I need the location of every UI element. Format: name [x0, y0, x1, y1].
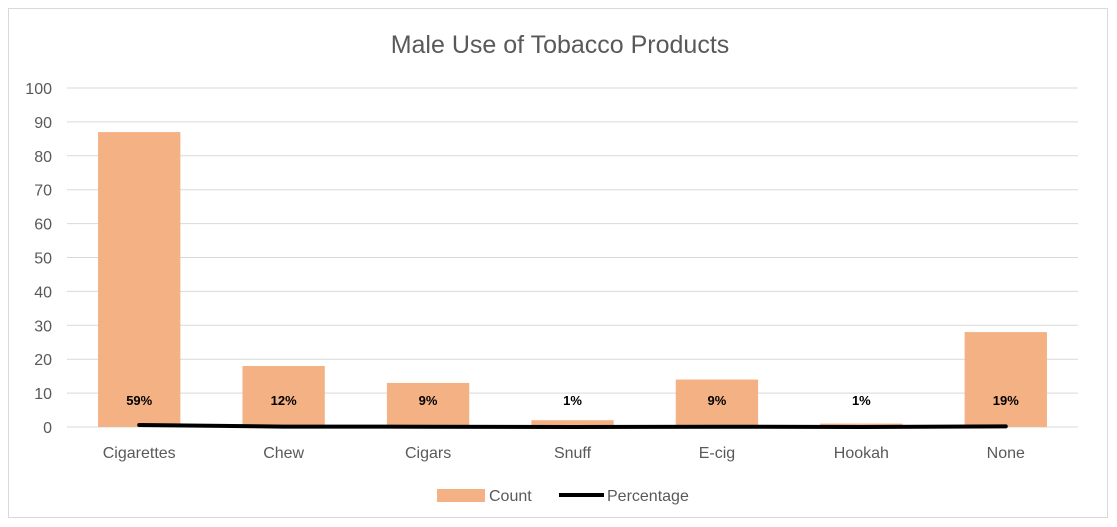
x-tick-label: E-cig	[699, 445, 735, 462]
y-tick-label: 40	[34, 284, 52, 301]
y-tick-label: 60	[34, 217, 52, 234]
y-tick-label: 30	[34, 318, 52, 335]
data-label: 1%	[852, 393, 871, 408]
legend-count-label: Count	[489, 488, 532, 505]
y-tick-label: 50	[34, 251, 52, 268]
x-tick-label: Chew	[263, 445, 304, 462]
x-tick-label: Snuff	[554, 445, 592, 462]
percentage-line-path	[137, 422, 1008, 429]
y-tick-label: 80	[34, 149, 52, 166]
data-label: 1%	[563, 393, 582, 408]
legend-count-swatch	[437, 489, 485, 502]
y-tick-label: 20	[34, 352, 52, 369]
bar	[386, 382, 470, 427]
x-tick-label: None	[987, 445, 1025, 462]
data-label: 12%	[271, 393, 297, 408]
x-tick-label: Cigarettes	[103, 445, 176, 462]
x-axis: Cigarettes Chew Cigars Snuff E-cig Hookah None	[103, 445, 1025, 462]
data-label: 9%	[419, 393, 438, 408]
chart-title: Male Use of Tobacco Products	[391, 31, 730, 59]
data-label: 19%	[993, 393, 1019, 408]
legend: Count Percentage	[437, 488, 689, 505]
bar	[964, 332, 1047, 427]
y-tick-label: 90	[34, 115, 52, 132]
y-axis: 0 10 20 30 40 50 60 70 80 90 100	[25, 81, 52, 437]
data-label: 59%	[126, 393, 152, 408]
y-tick-label: 10	[34, 386, 52, 403]
y-tick-label: 100	[25, 81, 52, 98]
bar	[98, 132, 181, 427]
x-tick-label: Hookah	[834, 445, 889, 462]
percentage-line	[137, 422, 1008, 429]
bar	[242, 365, 325, 427]
gridlines	[67, 87, 1078, 428]
data-labels: 59% 12% 9% 1% 9% 1% 19%	[126, 393, 1019, 408]
legend-percentage-label: Percentage	[607, 488, 689, 505]
y-tick-label: 70	[34, 183, 52, 200]
y-tick-label: 0	[43, 420, 52, 437]
bar	[531, 420, 614, 427]
bars	[98, 132, 1047, 427]
data-label: 9%	[708, 393, 727, 408]
x-tick-label: Cigars	[405, 445, 451, 462]
chart-frame	[8, 8, 1108, 518]
bar	[675, 379, 759, 427]
